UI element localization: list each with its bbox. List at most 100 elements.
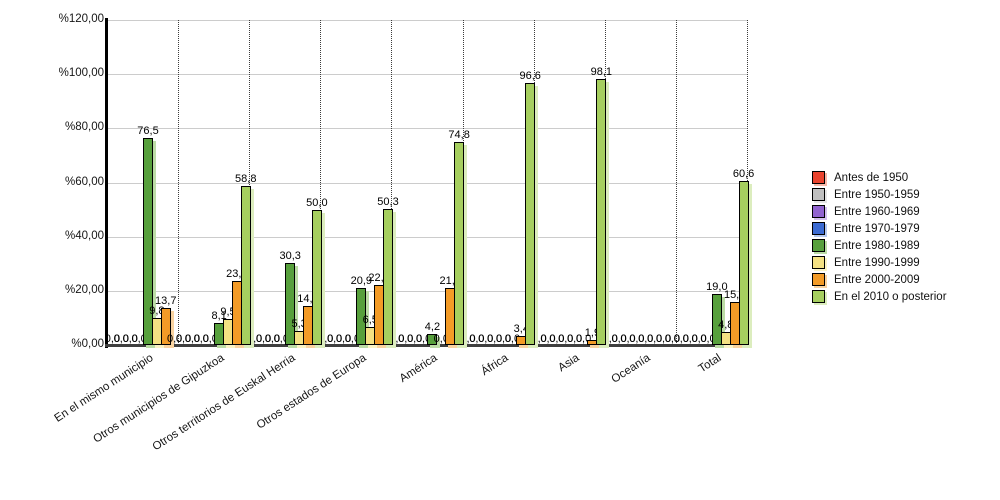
zero-value-label: 0,0 <box>655 333 672 345</box>
group-separator <box>178 20 180 345</box>
gridline <box>108 20 748 21</box>
zero-value-label: 0,0 <box>398 333 414 345</box>
legend-swatch <box>812 256 825 269</box>
zero-value-label: 0,0 <box>131 333 147 345</box>
legend-label: Entre 2000-2009 <box>834 273 920 286</box>
bar-value-label: 3,4 <box>513 323 529 335</box>
x-axis-line <box>105 344 751 347</box>
zero-value-label: 0,0 <box>487 333 503 345</box>
zero-value-label: 0,0 <box>602 333 618 345</box>
zero-value-label: 0,0 <box>264 333 281 345</box>
zero-value-label: 0,0 <box>478 333 494 345</box>
legend-item: Entre 1950-1959 <box>812 186 947 203</box>
legend-swatch <box>812 290 825 303</box>
bar-value-label: 74,8 <box>448 129 470 141</box>
zero-value-label: 0,0 <box>460 333 476 345</box>
bar-value-label: 6,5 <box>362 314 378 326</box>
zero-value-label: 0,0 <box>104 333 121 345</box>
bar <box>143 138 153 345</box>
zero-value-label: 0,0 <box>682 333 698 345</box>
bar-value-label: 4,8 <box>718 319 734 331</box>
bar <box>356 288 367 345</box>
zero-value-label: 0,0 <box>664 333 681 345</box>
zero-value-label: 0,0 <box>327 333 343 345</box>
zero-value-label: 0,0 <box>629 333 645 345</box>
y-axis-label: %120,00 <box>58 13 104 25</box>
y-axis-label: %80,00 <box>64 121 104 134</box>
bar-value-label: 60,6 <box>732 168 755 180</box>
bar-value-label: 9,8 <box>149 305 165 317</box>
bar-value-label: 4,2 <box>424 321 441 333</box>
zero-value-label: 0,0 <box>575 333 592 345</box>
legend-item: Entre 1980-1989 <box>812 237 947 254</box>
zero-value-label: 0,0 <box>558 333 574 345</box>
legend-swatch <box>812 171 825 184</box>
legend-label: En el 2010 o posterior <box>834 290 947 303</box>
bar <box>240 186 251 345</box>
legend-swatch <box>812 188 825 201</box>
bar-value-label: 13,7 <box>155 295 177 307</box>
legend-swatch <box>812 205 825 218</box>
zero-value-label: 0,0 <box>415 333 432 345</box>
bar <box>311 210 322 345</box>
legend-swatch <box>812 273 825 286</box>
bar-value-label: 9,5 <box>220 306 236 318</box>
bar-value-label: 58,8 <box>235 173 257 185</box>
zero-value-label: 0,0 <box>495 333 512 345</box>
bar <box>383 209 393 345</box>
bar <box>454 142 465 345</box>
zero-value-label: 0,0 <box>113 333 129 345</box>
legend-label: Antes de 1950 <box>834 171 909 184</box>
gridline <box>108 290 748 292</box>
zero-value-label: 0,0 <box>540 333 556 345</box>
zero-value-label: 0,0 <box>433 333 449 345</box>
zero-value-label: 0,0 <box>335 333 352 345</box>
zero-value-label: 0,0 <box>407 333 423 345</box>
bar-value-label: 98,1 <box>590 66 613 78</box>
y-axis-line <box>105 18 108 348</box>
legend-item: Antes de 1950 <box>812 169 947 186</box>
bar-value-label: 20,9 <box>350 275 373 287</box>
zero-value-label: 0,0 <box>247 333 263 345</box>
gridline <box>108 182 748 184</box>
zero-value-label: 0,0 <box>273 333 289 345</box>
legend-label: Entre 1970-1979 <box>834 222 920 235</box>
zero-value-label: 0,0 <box>469 333 485 345</box>
group-separator <box>675 20 677 345</box>
zero-value-label: 0,0 <box>389 333 405 345</box>
zero-value-label: 0,0 <box>122 333 138 345</box>
zero-value-label: 0,0 <box>567 333 583 345</box>
bar <box>738 181 749 345</box>
group-separator <box>391 20 393 345</box>
legend-item: Entre 1960-1969 <box>812 203 947 220</box>
bar-value-label: 50,0 <box>306 197 328 209</box>
y-axis-label: %0,00 <box>71 338 104 350</box>
bar-value-label: 96,6 <box>519 70 541 82</box>
zero-value-label: 0,0 <box>647 333 663 345</box>
zero-value-label: 0,0 <box>184 333 201 345</box>
zero-value-label: 0,0 <box>193 333 209 345</box>
bar-value-label: 5,3 <box>291 318 307 330</box>
zero-value-label: 0,0 <box>255 333 272 345</box>
zero-value-label: 0,0 <box>549 333 565 345</box>
zero-value-label: 0,0 <box>673 333 689 345</box>
legend-item: Entre 1990-1999 <box>812 254 947 271</box>
zero-value-label: 0,0 <box>531 333 547 345</box>
zero-value-label: 0,0 <box>167 333 183 345</box>
plot-area: 0,0 0,0 0,0 0,0 0,0 0,0 0,0 0,0 0,0 0,0 0,0 0,0 0,0 0… <box>104 20 754 345</box>
legend-label: Entre 1990-1999 <box>834 256 920 269</box>
gridline <box>108 74 748 76</box>
y-axis-label: %60,00 <box>64 175 104 188</box>
zero-value-label: 0,0 <box>691 333 707 345</box>
bar <box>285 263 296 345</box>
legend-item: En el 2010 o posterior <box>812 288 947 305</box>
legend-swatch <box>812 222 825 235</box>
legend: Antes de 1950 Entre 1950-1959 Entre 1960-1… <box>812 169 947 305</box>
zero-value-label: 0,0 <box>318 333 334 345</box>
bar-value-label: 1,9 <box>584 327 601 339</box>
zero-value-label: 0,0 <box>344 333 361 345</box>
bar-value-label: 19,0 <box>706 281 728 293</box>
gridline <box>108 236 748 238</box>
bar <box>160 308 171 345</box>
